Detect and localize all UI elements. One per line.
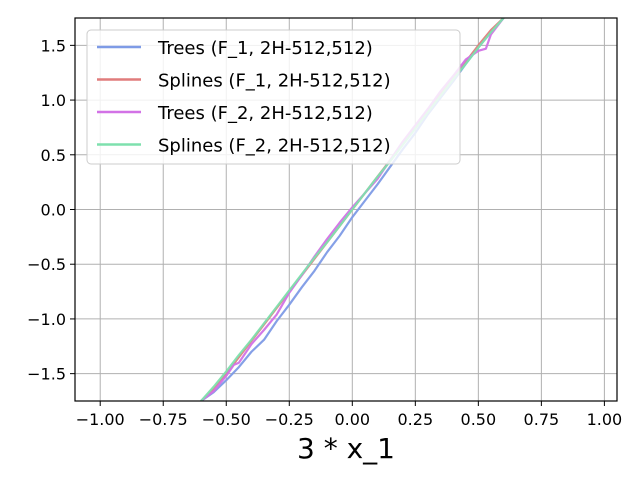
legend: Trees (F_1, 2H-512,512) Splines (F_1, 2H-… bbox=[86, 29, 461, 165]
y-tick-label: 0.5 bbox=[41, 146, 66, 165]
x-tick-label: 0.75 bbox=[524, 410, 560, 429]
x-tick-label: −0.75 bbox=[139, 410, 188, 429]
legend-label: Splines (F_1, 2H-512,512) bbox=[158, 71, 391, 92]
x-tick-label: −0.25 bbox=[265, 410, 314, 429]
series-line-3 bbox=[200, 18, 505, 401]
x-tick-label: −0.50 bbox=[202, 410, 251, 429]
x-tick-label: 1.00 bbox=[587, 410, 623, 429]
x-tick-label: 0.00 bbox=[334, 410, 370, 429]
y-tick-label: −1.5 bbox=[27, 365, 66, 384]
axis-ticks: −1.00 −0.75 −0.50 −0.25 0.00 0.25 0.50 0.75 1.00… bbox=[27, 36, 622, 429]
x-tick-label: −1.00 bbox=[76, 410, 125, 429]
y-tick-label: 0.0 bbox=[41, 201, 66, 220]
y-tick-label: −1.0 bbox=[27, 310, 66, 329]
legend-label: Trees (F_1, 2H-512,512) bbox=[157, 38, 373, 59]
legend-label: Splines (F_2, 2H-512,512) bbox=[158, 136, 391, 157]
x-tick-label: 0.25 bbox=[398, 410, 434, 429]
y-tick-label: −0.5 bbox=[27, 255, 66, 274]
x-tick-label: 0.50 bbox=[461, 410, 497, 429]
legend-box bbox=[86, 29, 461, 165]
y-tick-label: 1.0 bbox=[41, 91, 66, 110]
y-tick-label: 1.5 bbox=[41, 36, 66, 55]
x-axis-label: 3 * x_1 bbox=[297, 432, 395, 465]
legend-label: Trees (F_2, 2H-512,512) bbox=[157, 103, 373, 124]
